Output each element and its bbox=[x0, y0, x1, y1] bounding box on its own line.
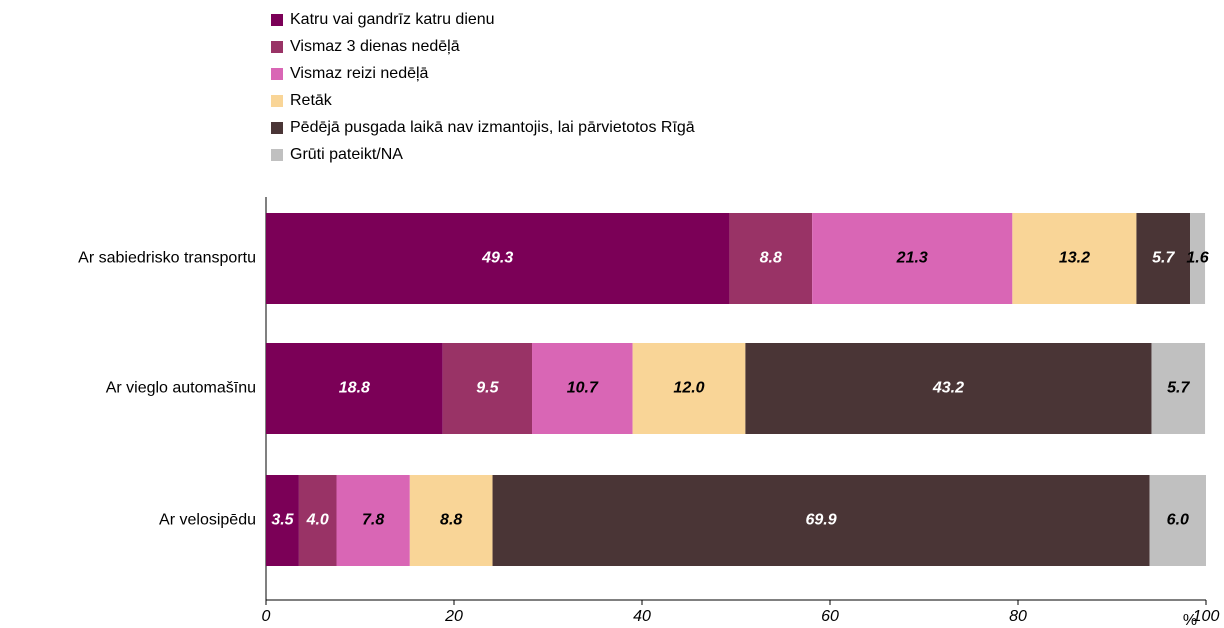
bar-segment bbox=[729, 213, 813, 304]
value-label: 1.6 bbox=[1186, 250, 1208, 267]
x-tick-label: 40 bbox=[633, 608, 651, 625]
value-label: 9.5 bbox=[476, 380, 499, 397]
value-label: 43.2 bbox=[932, 380, 964, 397]
value-label: 6.0 bbox=[1167, 512, 1189, 529]
x-tick-label: 0 bbox=[262, 608, 271, 625]
value-label: 7.8 bbox=[362, 512, 384, 529]
legend-label: Retāk bbox=[290, 92, 333, 109]
value-label: 12.0 bbox=[673, 380, 704, 397]
bar-segment bbox=[1190, 213, 1206, 304]
legend-swatch bbox=[271, 149, 283, 161]
bar-segment bbox=[409, 475, 493, 566]
value-label: 69.9 bbox=[805, 512, 836, 529]
legend-label: Grūti pateikt/NA bbox=[290, 146, 403, 163]
legend-label: Pēdējā pusgada laikā nav izmantojis, lai… bbox=[290, 119, 695, 136]
bar-segment bbox=[1151, 343, 1206, 434]
legend-label: Vismaz reizi nedēļā bbox=[290, 65, 429, 82]
value-label: 49.3 bbox=[481, 250, 513, 267]
x-tick-label: 20 bbox=[444, 608, 463, 625]
bar-segment bbox=[492, 475, 1150, 566]
legend-label: Katru vai gandrīz katru dienu bbox=[290, 11, 495, 28]
x-tick-label: 60 bbox=[821, 608, 839, 625]
x-axis-label: % bbox=[1183, 612, 1197, 628]
value-label: 8.8 bbox=[760, 250, 782, 267]
value-label: 4.0 bbox=[306, 512, 329, 529]
bar-segment bbox=[266, 213, 730, 304]
legend-swatch bbox=[271, 14, 283, 26]
legend-swatch bbox=[271, 95, 283, 107]
bar-segment bbox=[336, 475, 410, 566]
x-tick-label: 100 bbox=[1193, 608, 1220, 625]
value-label: 3.5 bbox=[271, 512, 294, 529]
value-label: 18.8 bbox=[339, 380, 370, 397]
legend-swatch bbox=[271, 68, 283, 80]
value-label: 13.2 bbox=[1059, 250, 1090, 267]
x-tick-label: 80 bbox=[1009, 608, 1027, 625]
bar-segment bbox=[632, 343, 746, 434]
y-tick-label: Ar vieglo automašīnu bbox=[106, 380, 256, 397]
legend-swatch bbox=[271, 41, 283, 53]
bar-segment bbox=[745, 343, 1152, 434]
bar-segment bbox=[812, 213, 1013, 304]
bar-segment bbox=[442, 343, 533, 434]
y-tick-label: Ar velosipēdu bbox=[159, 512, 256, 529]
value-label: 21.3 bbox=[896, 250, 928, 267]
bar-segment bbox=[266, 475, 299, 566]
bar-segment bbox=[298, 475, 337, 566]
legend-swatch bbox=[271, 122, 283, 134]
value-label: 10.7 bbox=[567, 380, 599, 397]
value-label: 5.7 bbox=[1152, 250, 1175, 267]
bar-segment bbox=[1012, 213, 1137, 304]
value-label: 8.8 bbox=[440, 512, 462, 529]
bar-segment bbox=[266, 343, 443, 434]
bar-segment bbox=[532, 343, 633, 434]
bar-segment bbox=[1149, 475, 1206, 566]
bar-segment bbox=[1136, 213, 1191, 304]
legend-label: Vismaz 3 dienas nedēļā bbox=[290, 38, 460, 55]
value-label: 5.7 bbox=[1167, 380, 1190, 397]
y-tick-label: Ar sabiedrisko transportu bbox=[78, 250, 256, 267]
